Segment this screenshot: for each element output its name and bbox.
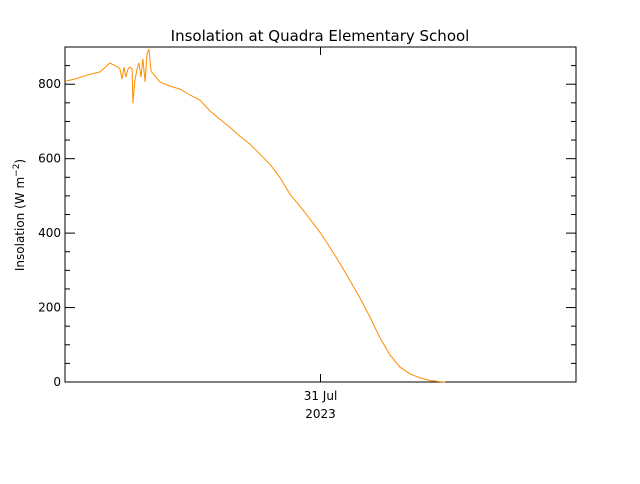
insolation-series-line: [64, 48, 446, 383]
y-tick-label: 200: [38, 301, 61, 315]
plot-frame: [64, 46, 577, 383]
y-tick-label: 0: [53, 375, 61, 389]
y-tick-label: 400: [38, 226, 61, 240]
y-tick-label: 600: [38, 152, 61, 166]
x-tick-label-date: 31 Jul: [304, 389, 338, 403]
chart-title: Insolation at Quadra Elementary School: [171, 27, 470, 45]
y-tick-label: 800: [38, 77, 61, 91]
x-tick-label-year: 2023: [305, 407, 336, 421]
y-axis-label: Insolation (W m−2): [12, 159, 27, 271]
